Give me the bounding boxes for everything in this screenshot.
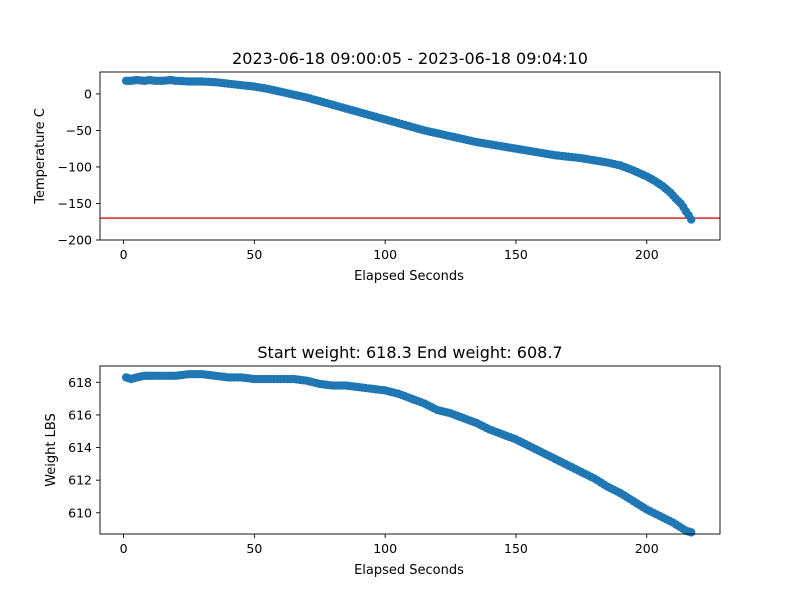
weight-chart-title: Start weight: 618.3 End weight: 608.7 bbox=[257, 343, 562, 362]
temperature-axis-ticks: 0 50 100 150 200 0 −50 −100 −150 −200 bbox=[58, 86, 659, 262]
temperature-chart-title: 2023-06-18 09:00:05 - 2023-06-18 09:04:1… bbox=[232, 49, 588, 68]
temperature-x-tick-label: 0 bbox=[120, 247, 128, 262]
weight-x-tick-label: 0 bbox=[120, 541, 128, 556]
weight-y-axis-label: Weight LBS bbox=[44, 413, 59, 487]
temperature-subplot: 2023-06-18 09:00:05 - 2023-06-18 09:04:1… bbox=[33, 49, 721, 284]
weight-x-tick-label: 100 bbox=[373, 541, 397, 556]
weight-data-points bbox=[121, 369, 696, 537]
temperature-y-tick-label: 0 bbox=[84, 86, 92, 101]
temperature-data-points bbox=[121, 75, 696, 224]
weight-y-tick-label: 610 bbox=[68, 505, 92, 520]
weight-y-tick-label: 618 bbox=[68, 375, 92, 390]
temperature-x-tick-label: 200 bbox=[635, 247, 659, 262]
temperature-plot-frame bbox=[99, 71, 721, 241]
weight-x-axis-label: Elapsed Seconds bbox=[354, 563, 464, 578]
weight-x-tick-label: 50 bbox=[246, 541, 262, 556]
weight-data-point bbox=[687, 528, 696, 537]
weight-y-tick-label: 614 bbox=[68, 440, 92, 455]
temperature-y-axis-label: Temperature C bbox=[33, 108, 48, 205]
weight-y-tick-label: 612 bbox=[68, 473, 92, 488]
weight-y-tick-label: 616 bbox=[68, 407, 92, 422]
temperature-y-tick-label: −50 bbox=[66, 123, 92, 138]
temperature-y-tick-label: −200 bbox=[58, 233, 92, 248]
weight-axis-ticks: 0 50 100 150 200 618 616 614 612 610 bbox=[68, 375, 659, 556]
weight-x-tick-label: 150 bbox=[504, 541, 528, 556]
temperature-x-axis-label: Elapsed Seconds bbox=[354, 269, 464, 284]
temperature-x-tick-label: 50 bbox=[246, 247, 262, 262]
temperature-data-point bbox=[687, 215, 696, 224]
temperature-x-tick-label: 100 bbox=[373, 247, 397, 262]
temperature-y-tick-label: −150 bbox=[58, 196, 92, 211]
weight-subplot: Start weight: 618.3 End weight: 608.7 El… bbox=[44, 343, 721, 578]
temperature-y-tick-label: −100 bbox=[58, 159, 92, 174]
weight-plot-frame bbox=[99, 365, 721, 535]
weight-x-tick-label: 200 bbox=[635, 541, 659, 556]
temperature-x-tick-label: 150 bbox=[504, 247, 528, 262]
